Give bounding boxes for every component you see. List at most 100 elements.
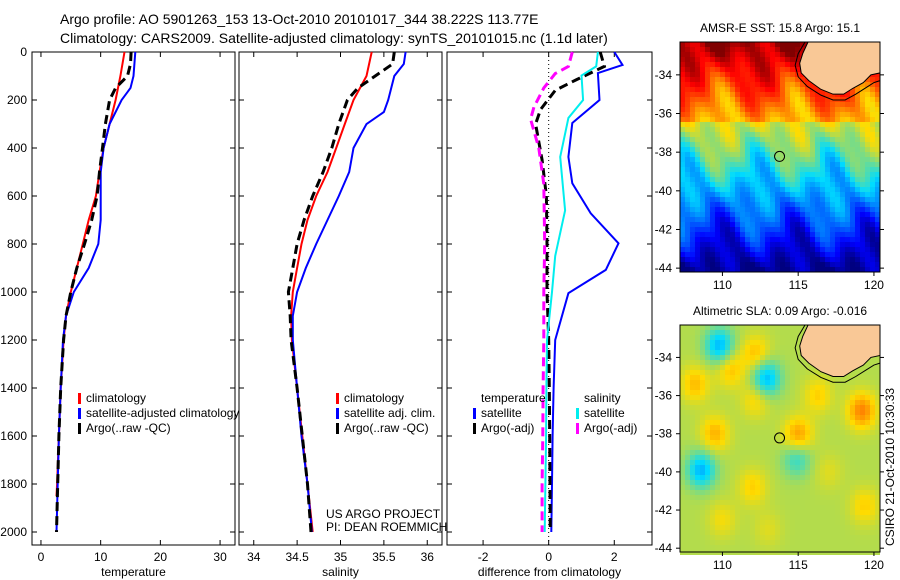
map-cell bbox=[815, 262, 820, 267]
map-cell bbox=[845, 112, 850, 117]
map-cell bbox=[875, 505, 880, 510]
map-cell bbox=[830, 102, 835, 107]
map-cell bbox=[710, 167, 715, 172]
map-cell bbox=[820, 177, 825, 182]
map-cell bbox=[755, 152, 760, 157]
map-cell bbox=[785, 410, 790, 415]
map-cell bbox=[755, 87, 760, 92]
map-cell bbox=[730, 117, 735, 122]
map-cell bbox=[830, 242, 835, 247]
map-cell bbox=[760, 42, 765, 47]
map-cell bbox=[680, 345, 685, 350]
map-cell bbox=[760, 182, 765, 187]
map-cell bbox=[810, 107, 815, 112]
map-cell bbox=[805, 217, 810, 222]
map-cell bbox=[765, 242, 770, 247]
map-cell bbox=[700, 232, 705, 237]
map-cell bbox=[695, 62, 700, 67]
map-cell bbox=[725, 355, 730, 360]
map-cell bbox=[725, 87, 730, 92]
map-cell bbox=[820, 132, 825, 137]
map-cell bbox=[805, 252, 810, 257]
map-cell bbox=[685, 187, 690, 192]
map-cell bbox=[840, 267, 845, 272]
map-cell bbox=[680, 360, 685, 365]
map-cell bbox=[740, 102, 745, 107]
map-cell bbox=[765, 132, 770, 137]
map-cell bbox=[825, 430, 830, 435]
map-cell bbox=[715, 232, 720, 237]
map-cell bbox=[715, 445, 720, 450]
map-cell bbox=[800, 385, 805, 390]
map-cell bbox=[680, 262, 685, 267]
map-cell bbox=[705, 152, 710, 157]
map-cell bbox=[725, 82, 730, 87]
map-cell bbox=[860, 237, 865, 242]
map-cell bbox=[740, 375, 745, 380]
map-cell bbox=[765, 355, 770, 360]
map-cell bbox=[870, 430, 875, 435]
map-cell bbox=[715, 97, 720, 102]
map-cell bbox=[720, 415, 725, 420]
map-cell bbox=[685, 375, 690, 380]
map-cell bbox=[845, 460, 850, 465]
map-cell bbox=[705, 242, 710, 247]
map-cell bbox=[715, 420, 720, 425]
map-cell bbox=[840, 530, 845, 535]
map-cell bbox=[770, 355, 775, 360]
map-cell bbox=[700, 47, 705, 52]
map-cell bbox=[695, 117, 700, 122]
map-cell bbox=[710, 147, 715, 152]
map-cell bbox=[795, 425, 800, 430]
map-cell bbox=[845, 470, 850, 475]
map-cell bbox=[745, 415, 750, 420]
map-cell bbox=[725, 187, 730, 192]
map-cell bbox=[760, 375, 765, 380]
map-cell bbox=[835, 425, 840, 430]
map-cell bbox=[770, 82, 775, 87]
map-cell bbox=[790, 410, 795, 415]
map-cell bbox=[775, 405, 780, 410]
map-cell bbox=[835, 470, 840, 475]
map-cell bbox=[740, 340, 745, 345]
map-cell bbox=[840, 117, 845, 122]
map-cell bbox=[790, 405, 795, 410]
map-cell bbox=[725, 500, 730, 505]
map-cell bbox=[855, 232, 860, 237]
map-cell bbox=[720, 62, 725, 67]
map-cell bbox=[840, 420, 845, 425]
map-cell bbox=[870, 375, 875, 380]
map-cell bbox=[765, 380, 770, 385]
map-cell bbox=[720, 202, 725, 207]
map-cell bbox=[760, 430, 765, 435]
map-cell bbox=[710, 242, 715, 247]
map-cell bbox=[845, 192, 850, 197]
map-cell bbox=[760, 217, 765, 222]
map-cell bbox=[700, 247, 705, 252]
map-cell bbox=[875, 242, 880, 247]
map-cell bbox=[775, 515, 780, 520]
map-cell bbox=[795, 212, 800, 217]
map-cell bbox=[735, 172, 740, 177]
map-cell bbox=[800, 380, 805, 385]
map-cell bbox=[720, 72, 725, 77]
map-cell bbox=[780, 445, 785, 450]
map-cell bbox=[695, 440, 700, 445]
map-cell bbox=[735, 345, 740, 350]
map-cell bbox=[795, 405, 800, 410]
map-cell bbox=[705, 470, 710, 475]
map-cell bbox=[685, 237, 690, 242]
map-cell bbox=[755, 182, 760, 187]
map-cell bbox=[805, 152, 810, 157]
map-cell bbox=[775, 227, 780, 232]
map-cell bbox=[755, 197, 760, 202]
map-cell bbox=[820, 500, 825, 505]
map-cell bbox=[875, 142, 880, 147]
map-cell bbox=[745, 405, 750, 410]
map-cell bbox=[820, 267, 825, 272]
map-cell bbox=[785, 232, 790, 237]
map-cell bbox=[725, 340, 730, 345]
map-cell bbox=[785, 540, 790, 545]
map-cell bbox=[790, 227, 795, 232]
map-cell bbox=[830, 262, 835, 267]
